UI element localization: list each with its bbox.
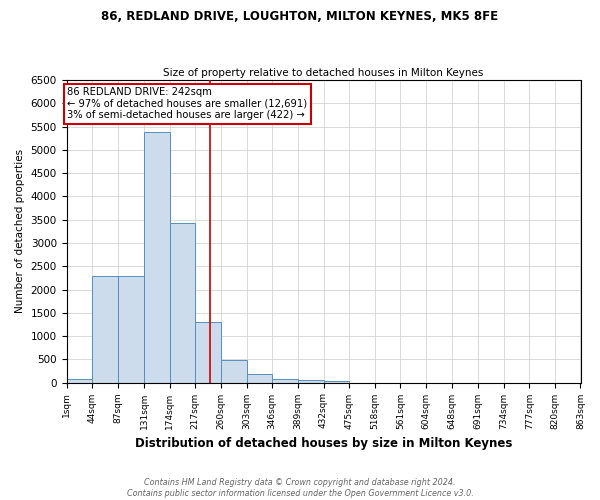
Bar (272, 379, 298, 382)
Bar (118, 276, 144, 382)
Bar (67, 379, 92, 382)
Text: 86, REDLAND DRIVE, LOUGHTON, MILTON KEYNES, MK5 8FE: 86, REDLAND DRIVE, LOUGHTON, MILTON KEYN… (101, 10, 499, 23)
X-axis label: Distribution of detached houses by size in Milton Keynes: Distribution of detached houses by size … (135, 437, 512, 450)
Text: 86 REDLAND DRIVE: 242sqm
← 97% of detached houses are smaller (12,691)
3% of sem: 86 REDLAND DRIVE: 242sqm ← 97% of detach… (67, 87, 307, 120)
Bar (92, 276, 118, 382)
Bar (247, 374, 272, 382)
Y-axis label: Number of detached properties: Number of detached properties (15, 150, 25, 314)
Bar (196, 322, 221, 382)
Bar (170, 224, 196, 382)
Bar (144, 132, 170, 382)
Bar (323, 380, 349, 382)
Title: Size of property relative to detached houses in Milton Keynes: Size of property relative to detached ho… (163, 68, 484, 78)
Bar (221, 360, 247, 382)
Bar (298, 380, 323, 382)
Text: Contains HM Land Registry data © Crown copyright and database right 2024.
Contai: Contains HM Land Registry data © Crown c… (127, 478, 473, 498)
